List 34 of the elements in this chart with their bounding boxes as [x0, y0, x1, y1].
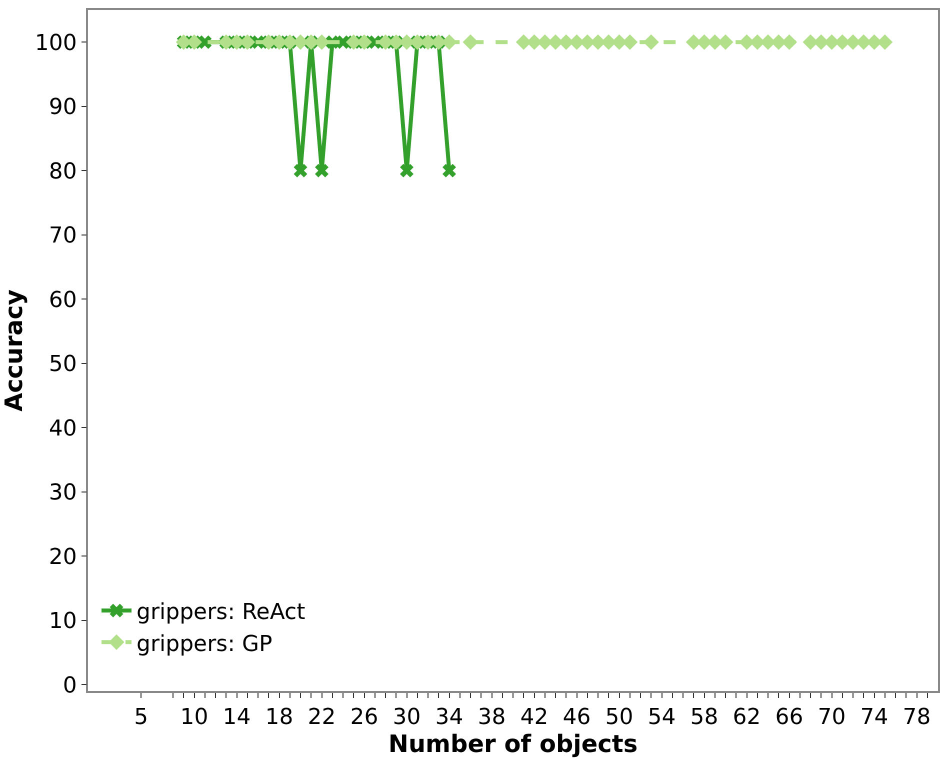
x-tick-label: 10	[180, 705, 208, 730]
x-tick-label: 30	[392, 705, 421, 730]
y-tick-label: 10	[48, 609, 77, 634]
x-tick-label: 66	[775, 705, 804, 730]
y-tick-label: 80	[48, 159, 77, 184]
legend-label: grippers: ReAct	[136, 600, 306, 626]
x-tick-label: 18	[265, 705, 294, 730]
y-tick-label: 90	[48, 95, 77, 120]
x-tick-label: 74	[860, 705, 888, 730]
x-tick-label: 14	[222, 705, 251, 730]
x-tick-label: 22	[308, 705, 336, 730]
y-tick-label: 50	[48, 352, 77, 378]
x-tick-label: 38	[478, 705, 506, 730]
y-tick-label: 0	[62, 673, 77, 698]
y-tick-label: 30	[48, 480, 77, 506]
y-axis-title: Accuracy	[0, 289, 28, 412]
x-tick-label: 34	[435, 705, 464, 730]
x-tick-label: 62	[732, 705, 761, 730]
y-tick-label: 70	[48, 224, 77, 249]
x-tick-label: 54	[648, 705, 676, 730]
y-tick-label: 20	[48, 544, 77, 570]
legend-label: grippers: GP	[136, 632, 272, 657]
x-tick-label: 46	[562, 705, 591, 730]
x-tick-label: 58	[690, 705, 718, 730]
x-tick-label: 42	[520, 705, 548, 730]
y-tick-label: 100	[34, 30, 77, 56]
x-tick-label: 78	[902, 705, 931, 730]
y-tick-label: 60	[48, 288, 77, 313]
x-tick-label: 70	[818, 705, 846, 730]
x-tick-label: 26	[350, 705, 378, 730]
x-axis-title: Number of objects	[388, 730, 638, 758]
y-tick-label: 40	[48, 416, 77, 442]
x-tick-label: 50	[605, 705, 634, 730]
x-tick-label: 5	[134, 705, 148, 730]
